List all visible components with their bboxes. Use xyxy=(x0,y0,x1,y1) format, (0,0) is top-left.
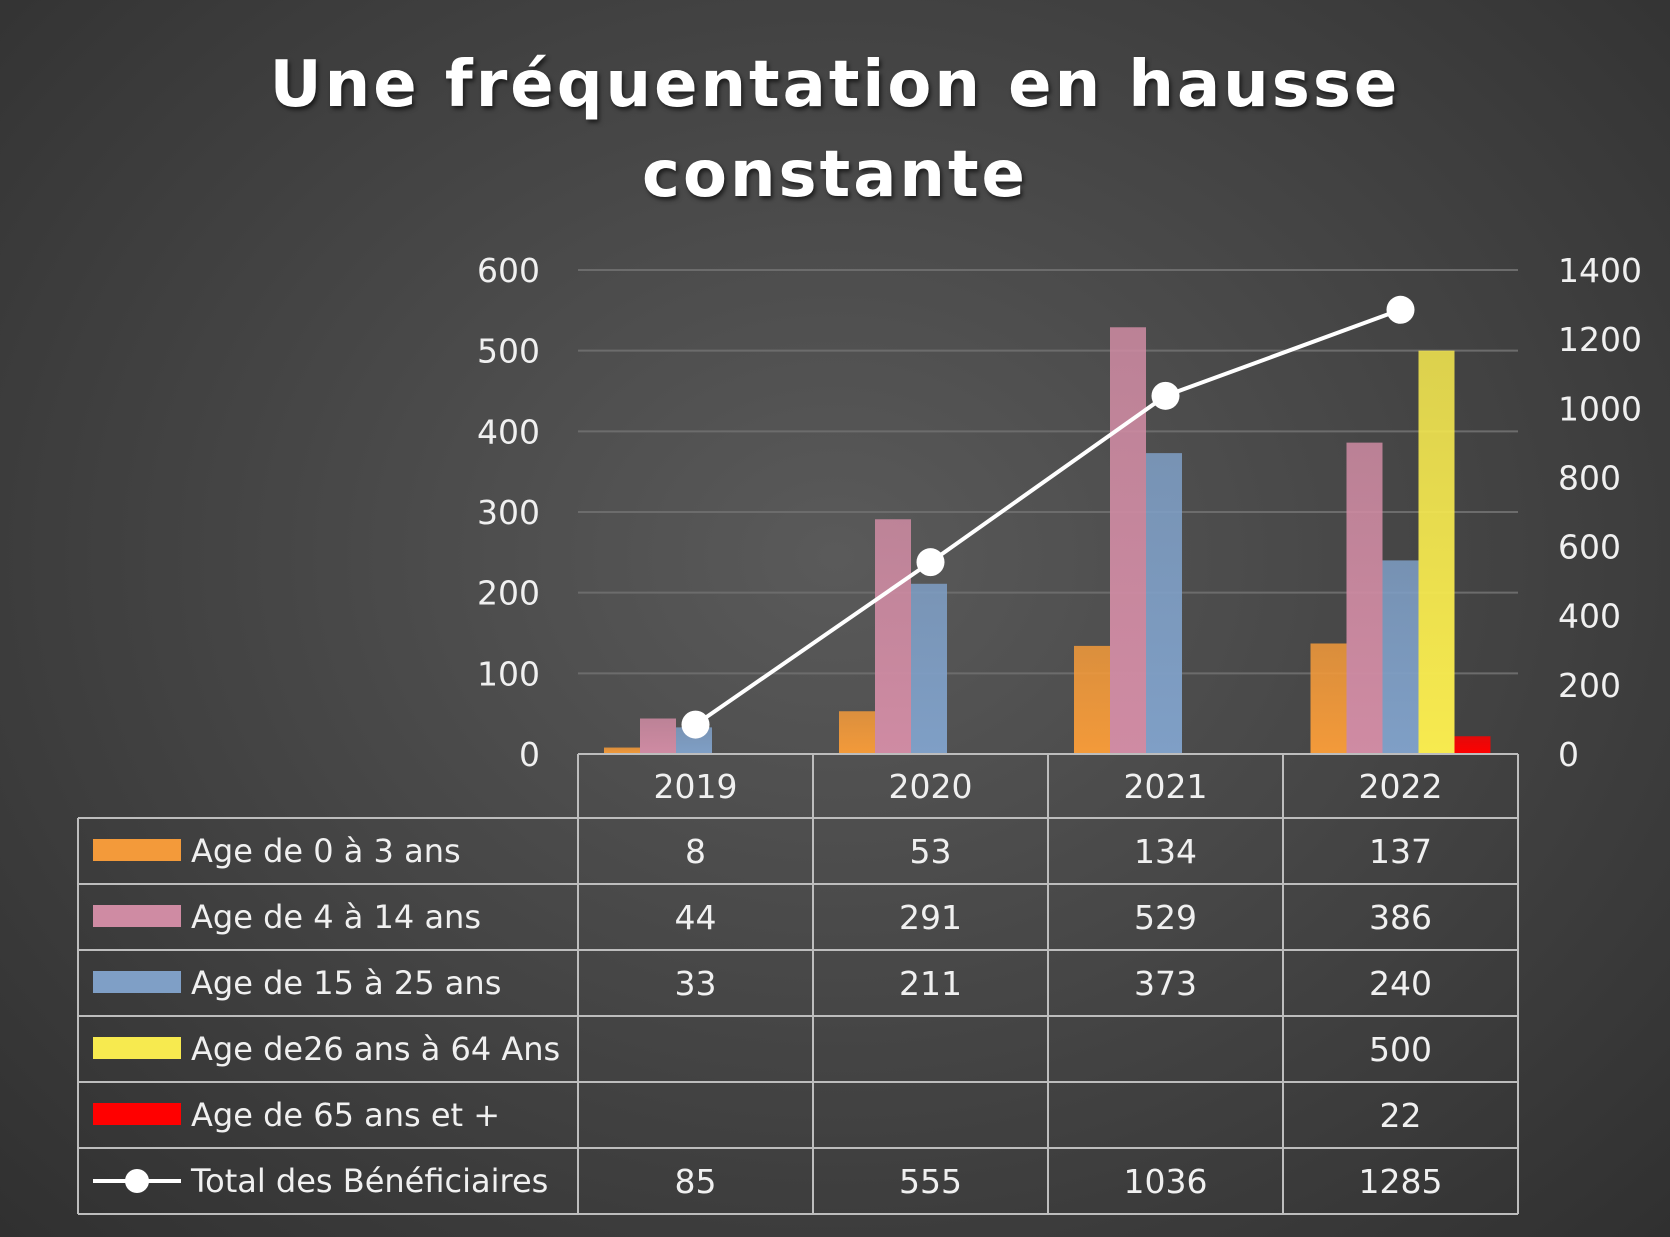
chart-title-line-1: Une fréquentation en hausse xyxy=(269,48,1401,122)
y-axis-tick-label: 0 xyxy=(519,735,540,774)
y-axis-tick-label: 300 xyxy=(477,493,540,532)
chart-title-line-2: constante xyxy=(642,138,1028,212)
total-line-point xyxy=(1151,381,1180,410)
legend-series-name: Age de 15 à 25 ans xyxy=(191,964,501,1002)
bar xyxy=(1418,350,1455,754)
y-axis-tick-label: 200 xyxy=(477,574,540,613)
secondary-y-axis-tick-label: 1200 xyxy=(1558,320,1642,359)
legend-swatch xyxy=(93,839,181,861)
secondary-y-axis-tick-label: 800 xyxy=(1558,458,1621,497)
y-axis-tick-label: 500 xyxy=(477,332,540,371)
bar xyxy=(640,718,676,754)
data-table-value: 22 xyxy=(1380,1096,1422,1135)
legend-series-name: Age de 4 à 14 ans xyxy=(191,898,481,936)
legend-series-name: Age de26 ans à 64 Ans xyxy=(191,1030,560,1068)
legend-line-marker xyxy=(125,1169,149,1193)
bar xyxy=(1454,736,1491,754)
chart-title: Une fréquentation en hausse constante xyxy=(0,40,1670,220)
bar xyxy=(604,747,640,754)
data-table-value: 44 xyxy=(675,898,717,937)
x-axis-category-label: 2022 xyxy=(1359,767,1443,806)
data-table-value: 1036 xyxy=(1124,1162,1208,1201)
secondary-y-axis-tick-label: 200 xyxy=(1558,666,1621,705)
legend-swatch xyxy=(93,1037,181,1059)
data-table-value: 373 xyxy=(1134,964,1197,1003)
data-table-value: 240 xyxy=(1369,964,1432,1003)
secondary-y-axis-tick-label: 600 xyxy=(1558,528,1621,567)
data-table-value: 137 xyxy=(1369,832,1432,871)
secondary-y-axis-tick-label: 0 xyxy=(1558,735,1579,774)
y-axis-tick-label: 600 xyxy=(477,251,540,290)
bar xyxy=(839,711,875,754)
legend-series-name: Age de 65 ans et + xyxy=(191,1096,500,1134)
data-table-value: 555 xyxy=(899,1162,962,1201)
x-axis-category-label: 2019 xyxy=(654,767,738,806)
y-axis-tick-label: 100 xyxy=(477,654,540,693)
bar xyxy=(911,583,947,754)
total-line-point xyxy=(681,710,710,739)
legend-swatch xyxy=(93,971,181,993)
x-axis-category-label: 2021 xyxy=(1124,767,1208,806)
bar xyxy=(1074,645,1110,754)
data-table-value: 211 xyxy=(899,964,962,1003)
data-table-value: 529 xyxy=(1134,898,1197,937)
total-line-point xyxy=(916,548,945,577)
legend-series-name: Total des Bénéficiaires xyxy=(190,1162,548,1200)
data-table-value: 134 xyxy=(1134,832,1197,871)
x-axis-category-label: 2020 xyxy=(889,767,973,806)
bar xyxy=(1382,560,1419,754)
data-table-value: 1285 xyxy=(1359,1162,1443,1201)
legend-swatch xyxy=(93,1103,181,1125)
secondary-y-axis-tick-label: 1000 xyxy=(1558,389,1642,428)
legend-swatch xyxy=(93,905,181,927)
total-line xyxy=(694,307,1402,727)
bar xyxy=(1146,453,1182,754)
total-line-point xyxy=(1386,295,1415,324)
data-table-value: 53 xyxy=(910,832,952,871)
bar xyxy=(1110,327,1146,754)
data-table-value: 85 xyxy=(675,1162,717,1201)
y-axis-tick-label: 400 xyxy=(477,412,540,451)
data-table-value: 8 xyxy=(685,832,706,871)
bar xyxy=(875,519,911,754)
bar xyxy=(1346,442,1383,754)
secondary-y-axis-tick-label: 400 xyxy=(1558,597,1621,636)
bar xyxy=(1310,643,1347,754)
legend-series-name: Age de 0 à 3 ans xyxy=(191,832,461,870)
data-table-value: 386 xyxy=(1369,898,1432,937)
data-table-value: 291 xyxy=(899,898,962,937)
data-table-value: 500 xyxy=(1369,1030,1432,1069)
data-table-value: 33 xyxy=(675,964,717,1003)
secondary-y-axis-tick-label: 1400 xyxy=(1558,251,1642,290)
